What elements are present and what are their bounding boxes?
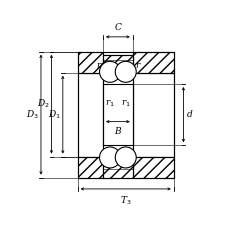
Circle shape <box>99 147 120 168</box>
Circle shape <box>99 61 120 82</box>
Bar <box>103 55 132 73</box>
Bar <box>77 52 103 73</box>
Text: T$_3$: T$_3$ <box>120 194 131 207</box>
Bar <box>77 157 103 178</box>
Text: d: d <box>186 110 191 119</box>
Bar <box>103 84 132 145</box>
Circle shape <box>115 61 136 82</box>
Text: D$_3$: D$_3$ <box>26 108 39 121</box>
Text: r: r <box>96 61 100 70</box>
Text: C: C <box>114 23 121 32</box>
Bar <box>132 73 173 157</box>
Text: r: r <box>135 61 139 70</box>
Text: r$_1$: r$_1$ <box>105 99 114 109</box>
Text: D$_1$: D$_1$ <box>48 108 60 121</box>
Text: D$_2$: D$_2$ <box>36 98 49 110</box>
Bar <box>103 160 132 178</box>
Bar <box>132 157 173 178</box>
Bar <box>132 52 173 73</box>
Bar <box>77 73 103 157</box>
Circle shape <box>115 147 136 168</box>
Text: B: B <box>114 127 121 136</box>
Text: r$_1$: r$_1$ <box>120 99 130 109</box>
